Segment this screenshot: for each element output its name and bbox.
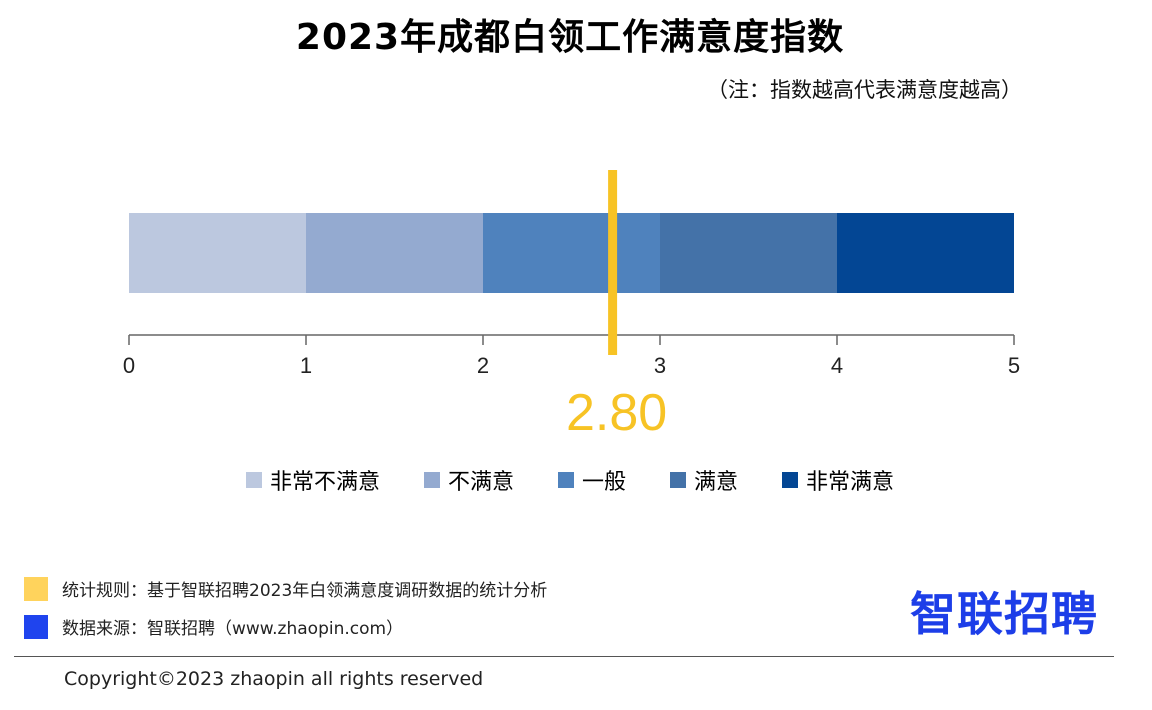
x-tick-label-0: 0 [123, 353, 135, 378]
legend-item-0: 非常不满意 [245, 464, 380, 496]
copyright: Copyright©2023 zhaopin all rights reserv… [64, 668, 484, 690]
legend-label: 不满意 [447, 470, 514, 495]
legend-item-1: 不满意 [423, 464, 514, 496]
legend-label: 非常满意 [806, 470, 895, 495]
x-tick-label-1: 1 [300, 353, 312, 378]
bar-segment-2 [483, 213, 660, 293]
index-marker-label: 2.80 [566, 384, 667, 442]
bar-segment-0 [129, 213, 306, 293]
footer-rule-note: 统计规则：基于智联招聘2023年白领满意度调研数据的统计分析 [24, 576, 547, 601]
rule-text: 统计规则：基于智联招聘2023年白领满意度调研数据的统计分析 [62, 581, 548, 601]
legend-label: 一般 [581, 470, 626, 495]
legend-swatch [423, 472, 440, 488]
bar-segment-1 [306, 213, 483, 293]
bar-segment-4 [837, 213, 1014, 293]
x-tick-label-3: 3 [654, 353, 666, 378]
x-tick-label-2: 2 [477, 353, 489, 378]
legend-swatch [782, 472, 799, 488]
x-tick-label-5: 5 [1008, 353, 1020, 378]
legend-swatch [557, 472, 574, 488]
legend-swatch [245, 472, 262, 488]
chart-note: （注：指数越高代表满意度越高） [707, 78, 1022, 102]
footer-divider [14, 656, 1114, 657]
legend-item-4: 非常满意 [782, 464, 894, 496]
bar-segments [129, 213, 1014, 293]
x-axis-ticks: 0 1 2 3 4 5 [123, 335, 1020, 378]
legend-item-3: 满意 [670, 464, 738, 496]
legend-label: 非常不满意 [269, 470, 380, 495]
source-swatch [24, 614, 48, 639]
satisfaction-index-chart: 0 1 2 3 4 5 2.80 [123, 170, 1020, 442]
zhaopin-logo: 智联招聘 [910, 587, 1098, 641]
footer-source-note: 数据来源：智联招聘（www.zhaopin.com） [24, 614, 403, 639]
x-tick-label-4: 4 [831, 353, 843, 378]
legend-item-2: 一般 [557, 464, 626, 496]
rule-swatch [24, 576, 48, 601]
bar-segment-3 [660, 213, 837, 293]
legend: 非常不满意 不满意 一般 满意 非常满意 [0, 464, 1140, 496]
source-text: 数据来源：智联招聘（www.zhaopin.com） [62, 619, 404, 639]
legend-swatch [670, 472, 686, 488]
legend-label: 满意 [694, 470, 739, 495]
chart-title: 2023年成都白领工作满意度指数 [295, 17, 845, 58]
